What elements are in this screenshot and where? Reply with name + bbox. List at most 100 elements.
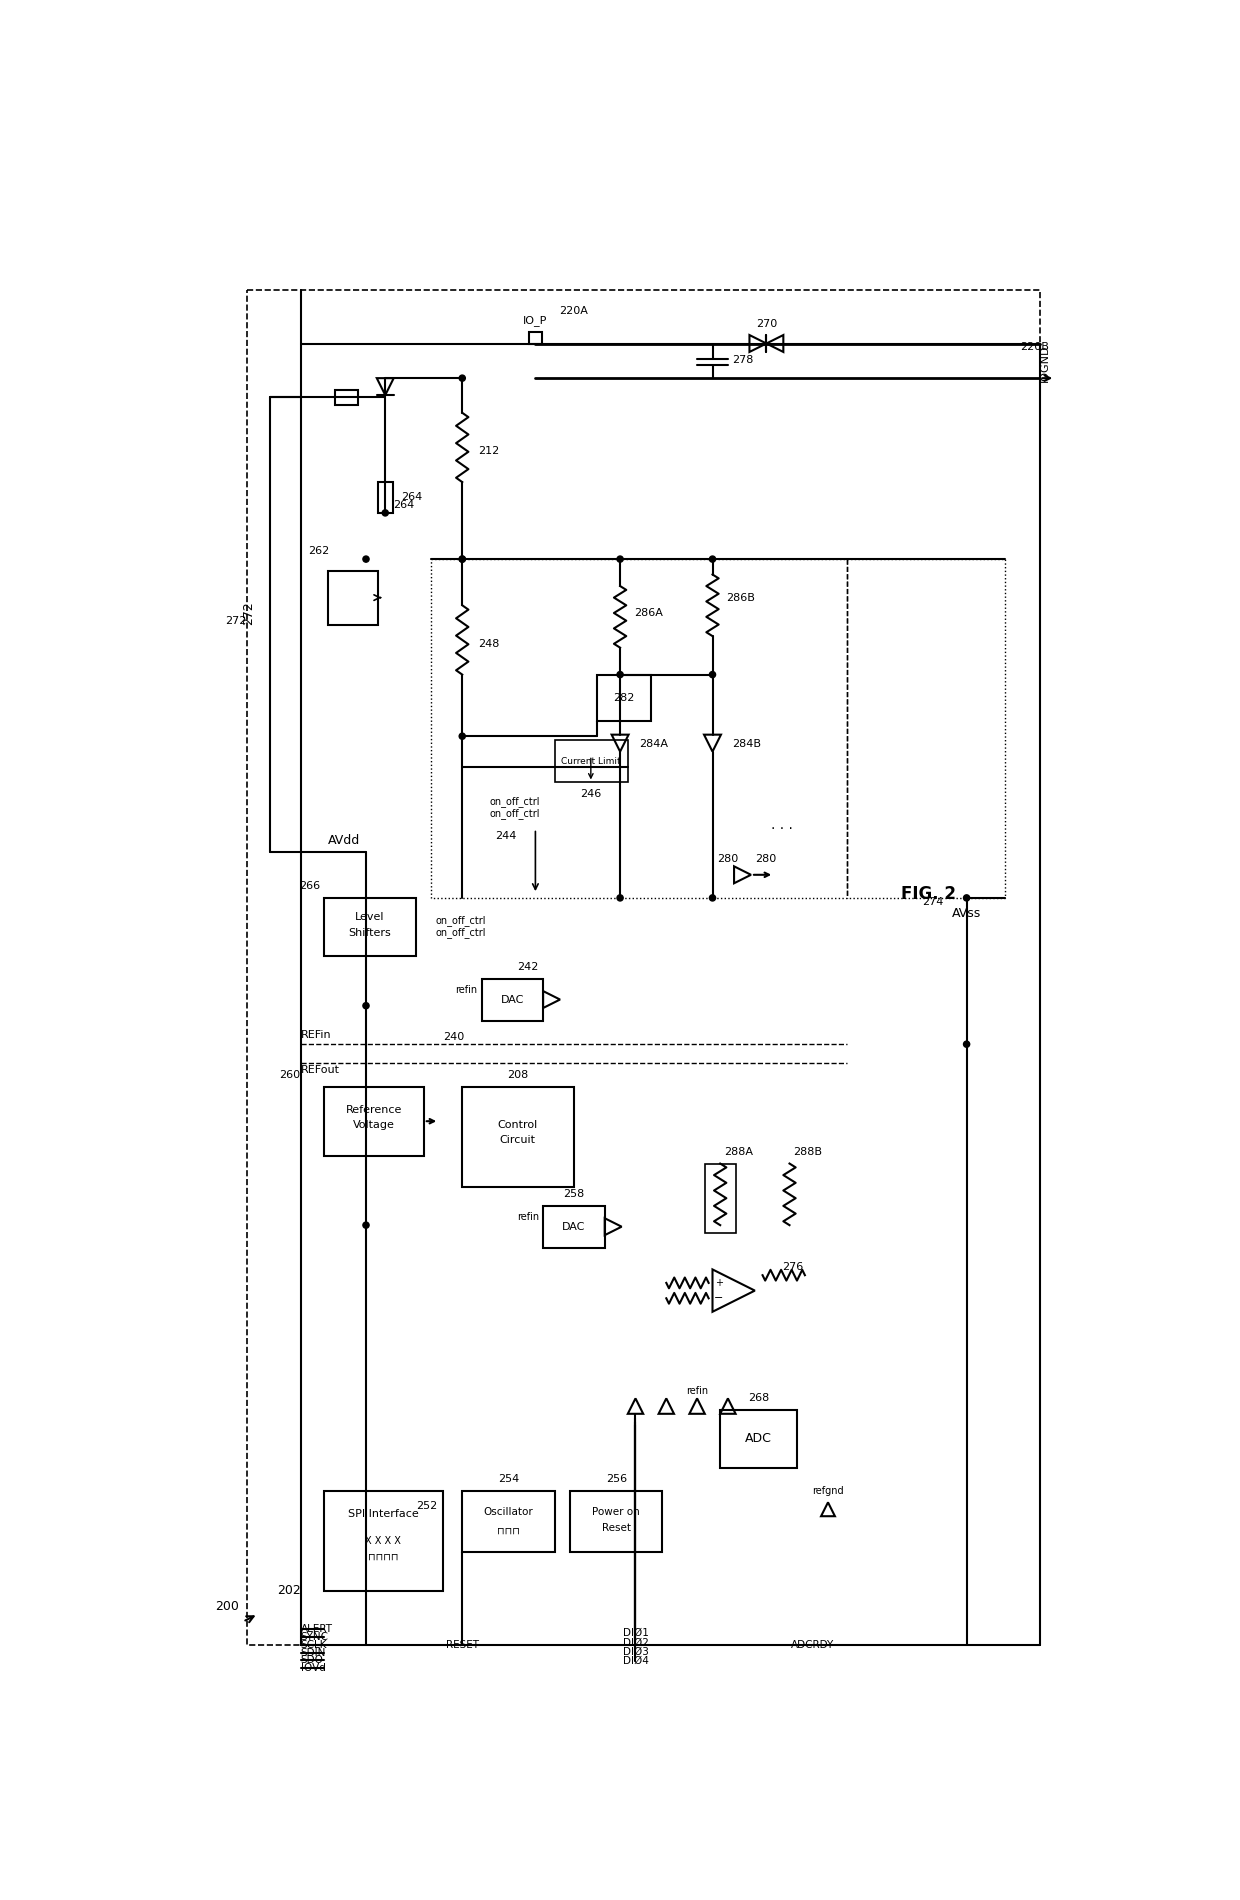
Text: 208: 208 <box>507 1070 528 1079</box>
Text: DIØ3: DIØ3 <box>622 1647 649 1657</box>
Bar <box>432 559 1006 899</box>
Bar <box>543 1206 605 1248</box>
Text: refin: refin <box>455 986 477 996</box>
Circle shape <box>618 671 624 678</box>
Text: SPI Interface: SPI Interface <box>347 1509 418 1518</box>
Circle shape <box>363 1003 370 1009</box>
Text: DIØ1: DIØ1 <box>622 1628 649 1638</box>
Text: ALERT: ALERT <box>300 1624 332 1634</box>
Text: IO_P: IO_P <box>523 315 548 327</box>
Bar <box>247 289 1040 1645</box>
Text: ⊓⊓⊓⊓: ⊓⊓⊓⊓ <box>368 1550 398 1562</box>
Text: Reference: Reference <box>346 1104 402 1115</box>
Text: 266: 266 <box>299 882 320 891</box>
Text: 270: 270 <box>755 319 777 329</box>
Text: 264: 264 <box>401 492 422 502</box>
Text: SDIN: SDIN <box>300 1647 326 1657</box>
Text: Power on: Power on <box>593 1507 640 1518</box>
Text: RESET: RESET <box>445 1640 479 1649</box>
Bar <box>324 1492 443 1590</box>
Text: 278: 278 <box>732 355 753 365</box>
Text: 264: 264 <box>393 500 414 511</box>
Text: DIØ4: DIØ4 <box>622 1657 649 1666</box>
Text: IOVd: IOVd <box>300 1662 325 1672</box>
Text: Voltage: Voltage <box>352 1121 394 1130</box>
Circle shape <box>459 733 465 739</box>
Circle shape <box>459 557 465 562</box>
Text: 254: 254 <box>497 1474 520 1484</box>
Bar <box>335 390 358 405</box>
Bar <box>596 674 651 720</box>
Text: Reset: Reset <box>601 1522 631 1533</box>
Text: 246: 246 <box>580 788 601 798</box>
Text: 248: 248 <box>477 638 498 648</box>
Circle shape <box>709 895 715 901</box>
Text: FIG. 2: FIG. 2 <box>900 885 956 902</box>
Text: refin: refin <box>686 1385 708 1396</box>
Text: 200: 200 <box>216 1600 239 1613</box>
Text: Shifters: Shifters <box>348 927 392 937</box>
Text: . . .: . . . <box>771 817 792 832</box>
Text: 284B: 284B <box>732 739 761 749</box>
Text: 280: 280 <box>755 855 776 864</box>
Text: Current Limit: Current Limit <box>560 756 621 766</box>
Text: AVss: AVss <box>952 906 981 920</box>
Text: 202: 202 <box>278 1585 301 1598</box>
Text: 272: 272 <box>243 600 255 625</box>
Text: REFin: REFin <box>300 1030 331 1039</box>
Text: ADC: ADC <box>745 1433 773 1444</box>
Text: +: + <box>714 1279 723 1288</box>
Text: 244: 244 <box>495 832 516 842</box>
Bar <box>324 899 417 956</box>
Text: DAC: DAC <box>501 994 525 1005</box>
Text: SYNC: SYNC <box>300 1632 329 1642</box>
Text: 272: 272 <box>226 616 247 625</box>
Text: 258: 258 <box>563 1189 584 1199</box>
Text: on_off_ctrl: on_off_ctrl <box>435 916 486 927</box>
Text: 212: 212 <box>477 446 498 456</box>
Text: 240: 240 <box>443 1032 464 1041</box>
Text: X X X X: X X X X <box>365 1535 401 1547</box>
Bar <box>463 1087 574 1188</box>
Circle shape <box>963 895 970 901</box>
Circle shape <box>618 895 624 901</box>
Bar <box>529 332 542 344</box>
Text: ADCRDY: ADCRDY <box>791 1640 835 1649</box>
Text: 276: 276 <box>781 1262 804 1273</box>
Bar <box>704 1163 735 1233</box>
Text: IOGND: IOGND <box>1040 344 1050 382</box>
Text: 268: 268 <box>748 1393 769 1404</box>
Bar <box>570 1492 662 1552</box>
Text: 252: 252 <box>417 1501 438 1510</box>
Circle shape <box>963 1041 970 1047</box>
Text: 220A: 220A <box>559 306 588 315</box>
Text: on_off_ctrl: on_off_ctrl <box>490 796 539 808</box>
Text: 220B: 220B <box>1021 342 1049 352</box>
Text: Control: Control <box>497 1121 538 1130</box>
Text: 260: 260 <box>279 1070 300 1079</box>
Text: 274: 274 <box>923 897 944 906</box>
Bar <box>324 1087 424 1155</box>
Text: Level: Level <box>355 912 384 922</box>
Bar <box>377 483 393 513</box>
Circle shape <box>382 509 388 517</box>
Text: −: − <box>714 1294 723 1303</box>
Circle shape <box>459 374 465 382</box>
Text: 242: 242 <box>517 961 538 973</box>
Text: on_off_ctrl: on_off_ctrl <box>490 808 539 819</box>
Circle shape <box>363 557 370 562</box>
Text: SCLK: SCLK <box>300 1640 327 1649</box>
Text: 282: 282 <box>614 694 635 703</box>
Text: SDO: SDO <box>300 1655 324 1664</box>
Text: AVdd: AVdd <box>327 834 360 847</box>
Text: refin: refin <box>517 1212 539 1222</box>
Text: 280: 280 <box>717 855 739 864</box>
Text: 284A: 284A <box>640 739 668 749</box>
Text: REFout: REFout <box>300 1064 340 1075</box>
Text: 286A: 286A <box>634 608 663 618</box>
Text: ⊓⊓⊓: ⊓⊓⊓ <box>497 1526 520 1535</box>
Text: refgnd: refgnd <box>812 1486 843 1495</box>
Bar <box>327 570 377 625</box>
Text: 262: 262 <box>309 547 330 557</box>
Text: DAC: DAC <box>562 1222 585 1231</box>
